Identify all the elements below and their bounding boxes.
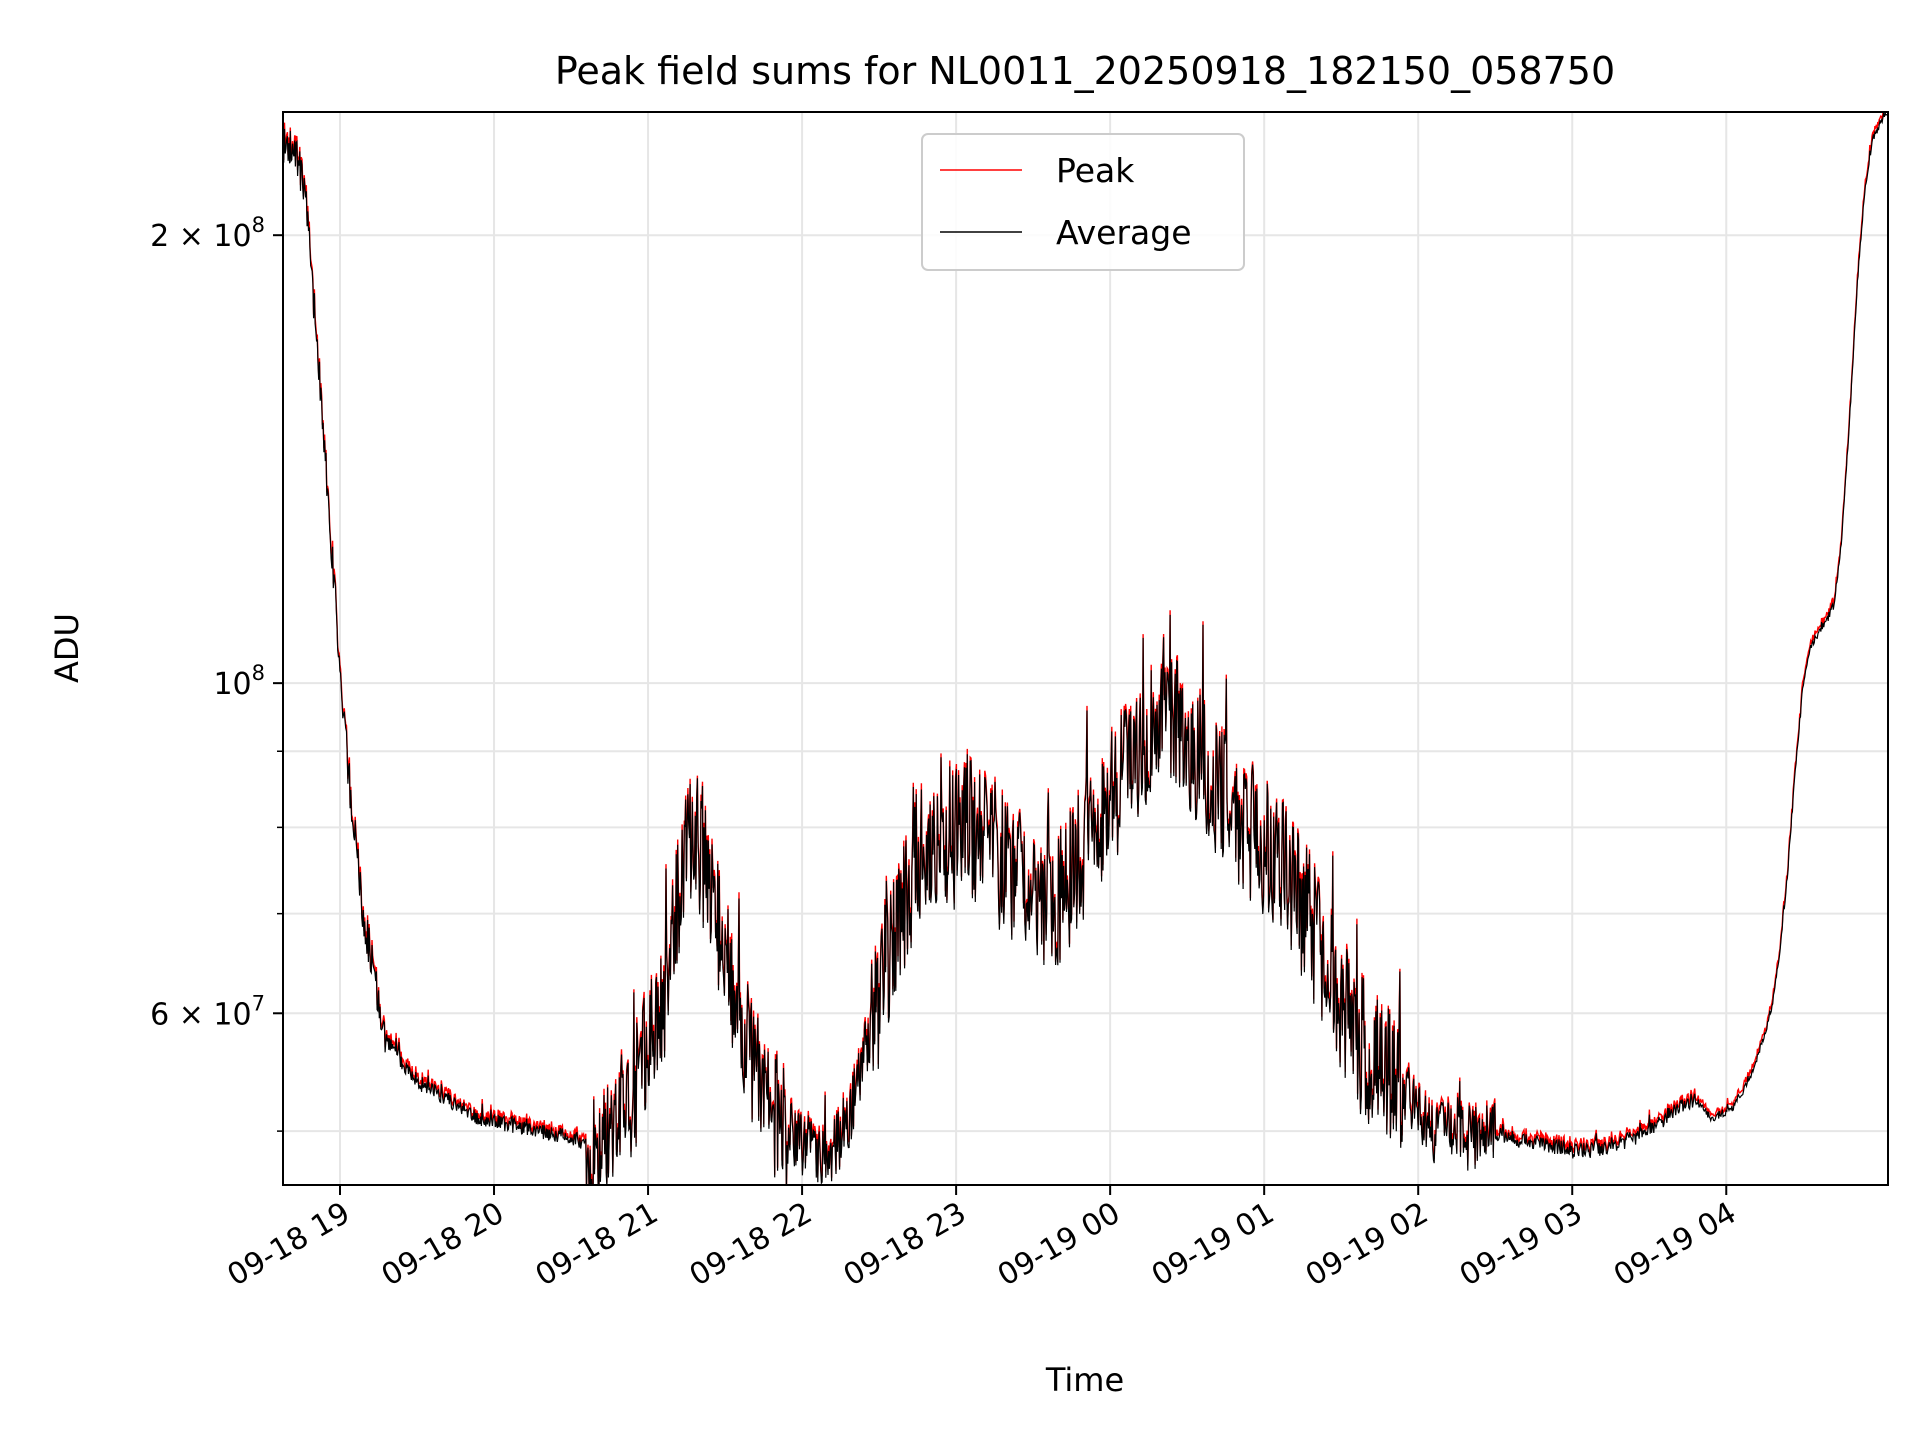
y-axis-label: ADU	[48, 613, 86, 683]
plot-frame	[282, 111, 1889, 1186]
y-tick-label: 2 × 108	[150, 213, 265, 254]
y-tick-label: 6 × 107	[150, 991, 265, 1032]
series-layer	[283, 112, 1888, 1185]
y-axis: 2 × 108 108 6 × 107	[150, 213, 283, 1132]
x-axis-label: Time	[1045, 1361, 1124, 1399]
legend-average-label: Average	[1056, 213, 1192, 252]
legend-peak-label: Peak	[1056, 151, 1135, 190]
y-tick-label: 108	[213, 661, 265, 702]
chart-title: Peak field sums for NL0011_20250918_1821…	[555, 49, 1615, 93]
legend: Peak Average	[921, 133, 1245, 271]
series-average-line	[283, 112, 1888, 1185]
legend-box	[921, 133, 1245, 271]
